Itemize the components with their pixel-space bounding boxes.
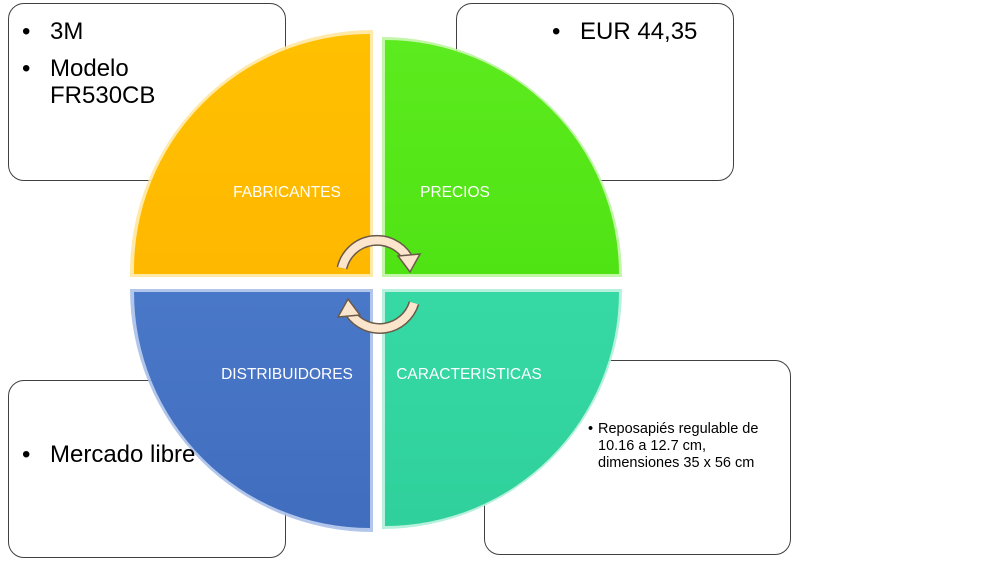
list-item: Mercado libre [22,440,222,470]
quadrant-fabricantes [129,29,373,277]
quadrant-precios [382,37,622,277]
caracteristicas-label: CARACTERISTICAS [396,366,542,383]
list-item: EUR 44,35 [552,18,732,45]
distribuidores-label: DISTRIBUIDORES [221,366,353,383]
fabricantes-list: 3M Modelo FR530CB [22,18,222,119]
circular-arrow-bottom-icon [336,297,420,334]
quadrant-distribuidores [130,289,373,532]
precios-label: PRECIOS [420,184,490,201]
precios-list: EUR 44,35 [552,18,732,45]
distribuidores-list: Mercado libre [22,440,222,470]
circular-arrow-top-icon [336,234,422,274]
quadrant-caracteristicas [382,289,622,529]
list-item: 3M [22,18,222,45]
list-item: Modelo FR530CB [22,55,222,109]
caracteristicas-list: Reposapiés regulable de 10.16 a 12.7 cm,… [588,421,768,472]
fabricantes-label: FABRICANTES [233,184,341,201]
list-item: Reposapiés regulable de 10.16 a 12.7 cm,… [588,421,768,472]
